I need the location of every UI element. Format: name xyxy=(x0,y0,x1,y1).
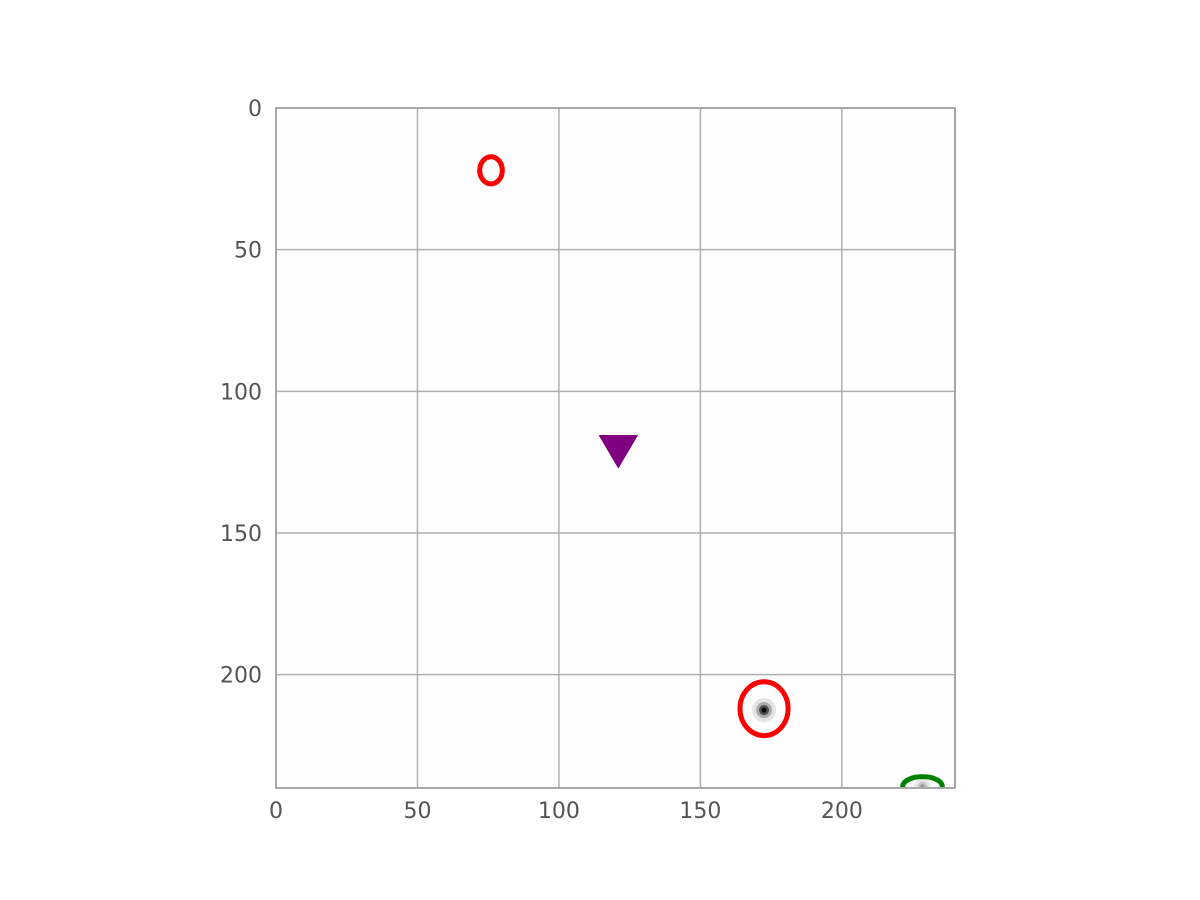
x-axis: 0 50 100 150 200 xyxy=(269,799,863,824)
y-tick-label: 50 xyxy=(234,239,262,264)
axes-frame xyxy=(275,107,956,789)
x-tick-label: 50 xyxy=(403,799,431,824)
triangle-down-marker xyxy=(598,434,639,469)
image-blob-ring xyxy=(914,778,931,788)
image-blob-center xyxy=(761,707,767,713)
x-tick-label: 0 xyxy=(269,799,283,824)
y-tick-label: 0 xyxy=(248,97,262,122)
y-tick-label: 200 xyxy=(220,664,262,689)
y-axis: 0 50 100 150 200 xyxy=(220,97,262,689)
ellipse-marker xyxy=(900,774,945,788)
y-tick-label: 150 xyxy=(220,522,262,547)
image-layer xyxy=(752,698,931,788)
markers xyxy=(477,154,945,788)
plot-frame xyxy=(275,107,956,789)
x-tick-label: 200 xyxy=(821,799,863,824)
x-tick-label: 150 xyxy=(679,799,721,824)
ellipse-marker xyxy=(477,154,505,187)
x-tick-label: 100 xyxy=(538,799,580,824)
ellipse-marker xyxy=(737,679,791,739)
y-tick-label: 100 xyxy=(220,380,262,405)
image-blob-core xyxy=(917,781,928,788)
